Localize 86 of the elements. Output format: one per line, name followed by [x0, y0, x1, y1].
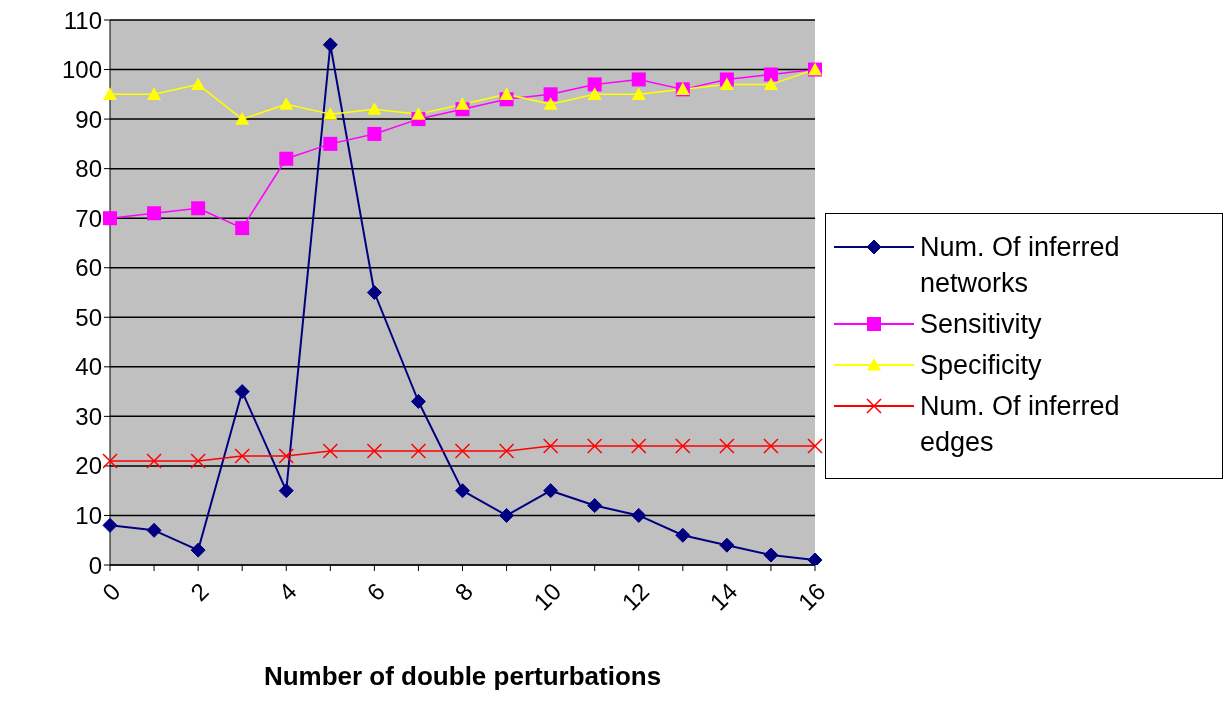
- point: [631, 72, 646, 87]
- legend-label: Sensitivity: [920, 308, 1042, 341]
- point: [411, 107, 426, 120]
- y-tick-label: 40: [75, 353, 102, 381]
- point: [191, 201, 206, 216]
- point: [763, 547, 779, 563]
- point: [323, 107, 338, 120]
- point: [410, 443, 427, 459]
- y-tick-label: 50: [75, 303, 102, 331]
- point: [631, 507, 647, 523]
- point: [146, 453, 162, 469]
- point: [455, 483, 470, 499]
- x-tick-label: 10: [528, 577, 567, 616]
- point: [410, 394, 426, 409]
- point: [763, 77, 778, 91]
- point: [587, 87, 602, 100]
- x-tick-label: 6: [361, 577, 390, 607]
- y-tick-label: 30: [75, 402, 102, 430]
- x-tick-label: 8: [449, 577, 479, 607]
- y-tick-label: 100: [61, 56, 102, 84]
- point: [102, 453, 118, 469]
- point: [763, 67, 778, 82]
- point: [322, 443, 339, 459]
- point: [807, 552, 823, 565]
- point: [543, 97, 558, 110]
- point: [191, 77, 206, 91]
- y-tick-label: 90: [75, 105, 102, 133]
- legend-label: Specificity: [920, 349, 1042, 382]
- point: [631, 438, 647, 454]
- point: [190, 542, 206, 558]
- point: [235, 112, 250, 125]
- point: [543, 87, 558, 102]
- point: [675, 438, 691, 454]
- point: [323, 136, 338, 151]
- legend-label: Num. Of inferred networks: [920, 231, 1121, 300]
- point: [322, 37, 338, 53]
- point: [586, 438, 603, 454]
- point: [103, 211, 117, 226]
- point: [102, 517, 118, 533]
- point: [542, 438, 559, 454]
- point: [498, 443, 515, 459]
- point: [279, 151, 294, 166]
- point: [719, 77, 734, 91]
- point: [543, 483, 559, 499]
- x-tick-label: 14: [704, 577, 743, 616]
- point: [763, 438, 779, 454]
- x-tick-label: 4: [273, 577, 302, 607]
- x-axis-title: Number of double perturbations: [263, 661, 662, 691]
- point: [366, 285, 382, 300]
- y-tick-label: 80: [75, 155, 102, 183]
- point: [235, 221, 250, 236]
- point: [675, 527, 691, 543]
- point: [587, 77, 602, 92]
- point: [807, 438, 823, 454]
- point: [147, 206, 162, 221]
- point: [234, 384, 250, 400]
- point: [279, 97, 294, 110]
- point: [103, 87, 117, 100]
- point: [499, 87, 514, 100]
- x-tick-label: 12: [616, 577, 655, 616]
- y-tick-label: 20: [75, 452, 102, 480]
- point: [278, 483, 294, 499]
- y-tick-label: 10: [75, 501, 102, 529]
- x-tick-label: 16: [792, 577, 831, 616]
- point: [367, 102, 382, 115]
- point: [147, 87, 162, 100]
- point: [499, 507, 515, 523]
- point: [234, 448, 250, 464]
- x-tick-label: 2: [185, 577, 214, 607]
- point: [455, 97, 470, 110]
- y-tick-label: 70: [75, 204, 102, 232]
- y-tick-label: 0: [88, 551, 102, 579]
- point: [190, 453, 206, 469]
- point: [367, 126, 382, 141]
- y-tick-label: 60: [75, 254, 102, 282]
- y-tick-label: 110: [63, 6, 102, 34]
- legend-label: Num. Of inferred edges: [920, 390, 1121, 459]
- point: [719, 438, 735, 454]
- point: [587, 498, 603, 514]
- point: [366, 443, 383, 459]
- point: [454, 443, 471, 459]
- point: [278, 448, 294, 464]
- point: [631, 87, 646, 100]
- x-tick-label: 0: [97, 577, 126, 607]
- point: [146, 522, 162, 538]
- point: [719, 537, 735, 553]
